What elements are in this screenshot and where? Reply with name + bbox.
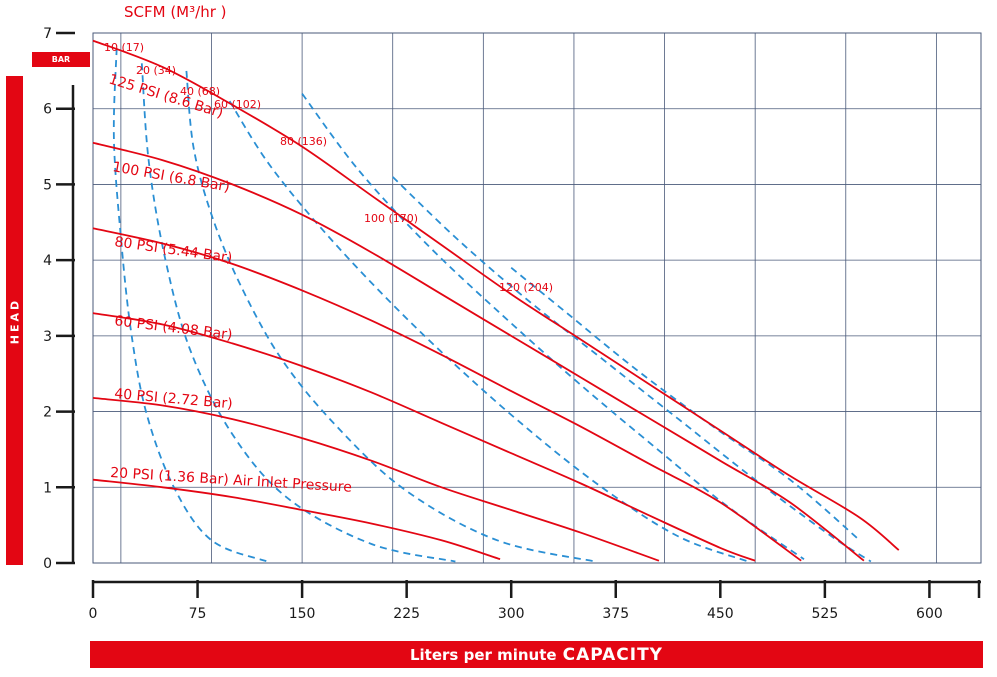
air-consumption-line — [301, 93, 805, 560]
x-tick-label: 450 — [707, 606, 734, 622]
pressure-line — [92, 227, 802, 562]
air-curve-label: 120 (204) — [499, 281, 553, 294]
air-consumption-line — [510, 267, 861, 541]
air-consumption-line — [392, 176, 872, 563]
y-tick-label: 4 — [43, 253, 52, 269]
pressure-line — [92, 39, 900, 551]
x-tick-label: 150 — [289, 606, 316, 622]
x-axis-label-bar: Liters per minute CAPACITY — [90, 641, 983, 668]
air-curve-label: 40 (68) — [180, 85, 220, 98]
x-axis-label-emphasis: CAPACITY — [562, 644, 663, 665]
air-consumption-line — [112, 48, 268, 563]
x-tick-label: 600 — [916, 606, 943, 622]
y-axis-label-bar: HEAD — [6, 76, 23, 565]
y-tick-label: 2 — [43, 405, 52, 421]
curve-labels: 125 PSI (8.6 Bar)100 PSI (6.8 Bar)80 PSI… — [104, 41, 553, 496]
air-curve-label: 100 (170) — [364, 212, 418, 225]
grid — [92, 32, 982, 564]
y-tick-label: 3 — [43, 329, 52, 345]
x-tick-label: 525 — [812, 606, 839, 622]
y-tick-label: 0 — [43, 556, 52, 572]
y-tick-label: 7 — [43, 26, 52, 42]
x-tick-label: 75 — [189, 606, 207, 622]
air-curve-label: 80 (136) — [280, 135, 327, 148]
chart-title: SCFM (M³/hr ) — [124, 3, 227, 21]
axes: 0 1 2 3 4 5 6 7 0 75 150 225 300 375 450 525 600 — [43, 26, 981, 622]
pressure-curves — [92, 39, 900, 562]
y-tick-label: 6 — [43, 102, 52, 118]
pressure-line — [92, 478, 501, 561]
pressure-line — [92, 312, 756, 562]
air-curve-label: 20 (34) — [136, 64, 176, 77]
x-tick-label: 300 — [498, 606, 525, 622]
air-consumption-line — [140, 63, 456, 563]
pressure-line — [92, 141, 865, 562]
y-tick-label: 5 — [43, 177, 52, 193]
pressure-curve-label: 80 PSI (5.44 Bar) — [113, 234, 233, 266]
y-unit-tag: BAR — [32, 52, 90, 67]
y-tick-label: 1 — [43, 480, 52, 496]
pressure-curve-label: 100 PSI (6.8 Bar) — [111, 159, 231, 195]
pressure-curve-label: 20 PSI (1.36 Bar) Air Inlet Pressure — [110, 465, 353, 496]
x-tick-label: 225 — [393, 606, 420, 622]
x-tick-label: 0 — [89, 606, 98, 622]
x-tick-label: 375 — [602, 606, 629, 622]
x-axis-label-prefix: Liters per minute — [409, 645, 557, 664]
air-curve-label: 10 (17) — [104, 41, 144, 54]
pressure-curve-label: 40 PSI (2.72 Bar) — [114, 386, 234, 412]
air-consumption-line — [185, 70, 596, 563]
pressure-line — [92, 397, 660, 562]
air-curve-label: 60 (102) — [214, 98, 261, 111]
